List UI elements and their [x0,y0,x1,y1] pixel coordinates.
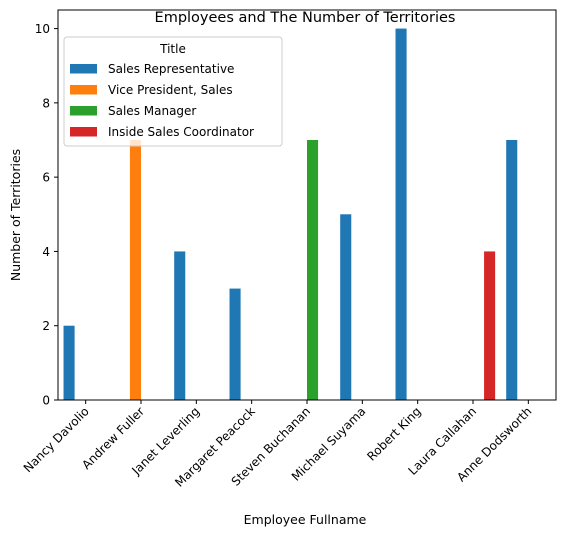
y-tick-label: 2 [42,319,50,333]
y-tick-label: 0 [42,394,50,408]
legend: Title Sales Representative Vice President… [63,36,283,147]
x-axis-label: Employee Fullname [244,512,367,527]
legend-label: Sales Manager [108,104,196,118]
bar [484,251,496,400]
chart-title: Employees and The Number of Territories [155,10,456,26]
legend-entries: Sales Representative Vice President, Sale… [70,62,254,139]
legend-swatch [70,127,97,137]
legend-label: Sales Representative [108,62,234,76]
bar [229,288,241,400]
legend-box [63,36,283,147]
bar [174,251,186,400]
bar [129,140,141,400]
bar [340,214,352,400]
y-axis-label: Number of Territories [8,149,23,281]
legend-swatch [70,85,97,95]
bar [63,325,75,400]
bar [506,140,518,400]
bar [307,140,319,400]
legend-label: Vice President, Sales [108,83,233,97]
legend-title: Title [159,42,186,56]
y-axis: 0 2 4 6 8 10 [35,22,58,408]
y-tick-label: 8 [42,96,50,110]
legend-label: Inside Sales Coordinator [108,125,254,139]
bars-layer [63,28,518,400]
y-tick-label: 6 [42,171,50,185]
bar [395,28,407,400]
x-tick-label: Robert King [364,404,423,463]
y-tick-label: 10 [35,22,50,36]
legend-swatch [70,106,97,116]
y-tick-label: 4 [42,245,50,259]
legend-swatch [70,64,97,74]
